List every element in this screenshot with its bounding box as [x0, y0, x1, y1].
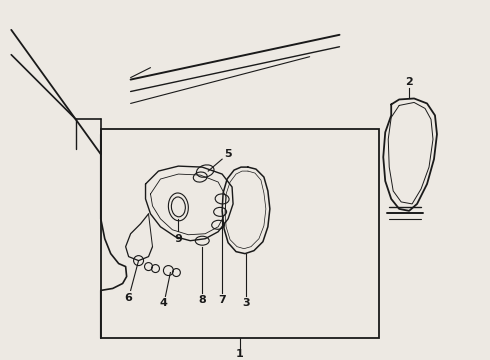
- Text: 9: 9: [174, 234, 182, 244]
- Text: 2: 2: [405, 77, 413, 86]
- Text: 6: 6: [124, 293, 133, 303]
- Text: 1: 1: [236, 349, 244, 359]
- Text: 7: 7: [218, 296, 226, 305]
- Text: 5: 5: [224, 149, 232, 159]
- Text: 8: 8: [198, 296, 206, 305]
- Text: 3: 3: [242, 298, 250, 309]
- Text: 4: 4: [160, 298, 168, 309]
- Bar: [101, 129, 379, 338]
